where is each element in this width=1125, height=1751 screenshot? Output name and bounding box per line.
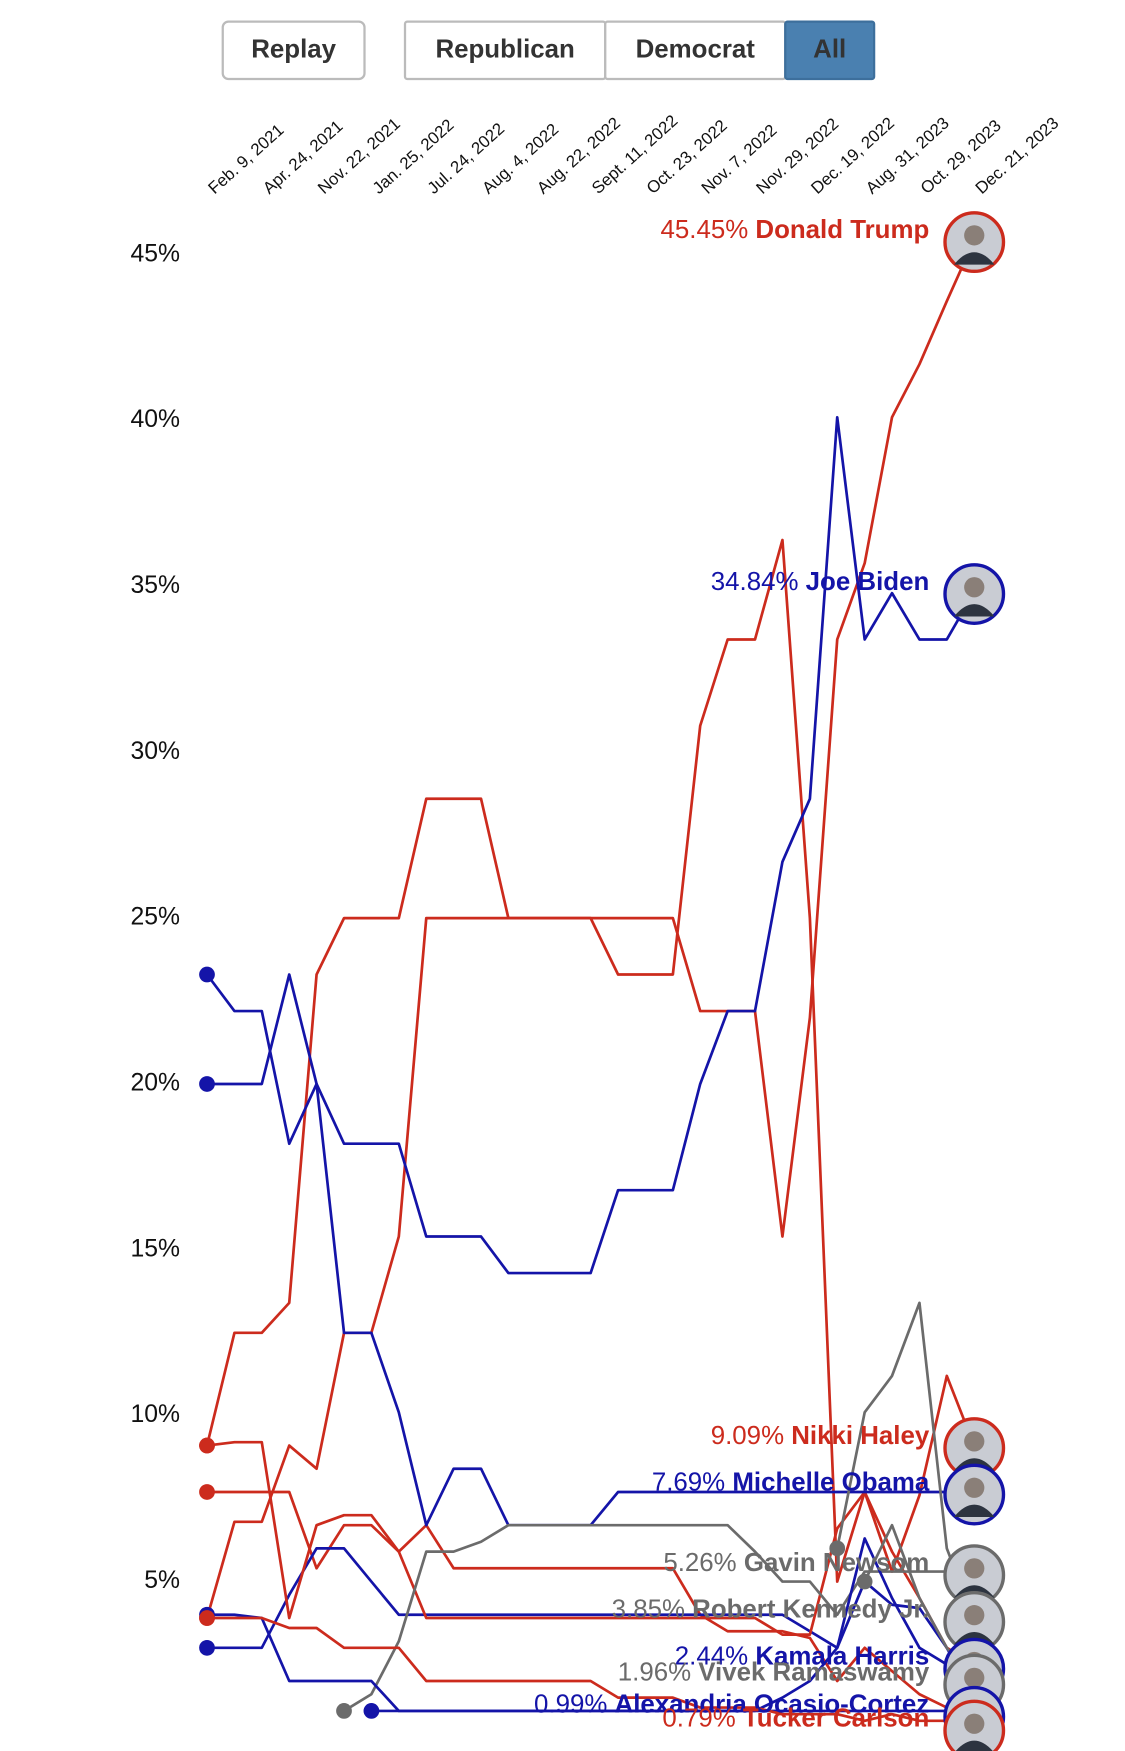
end-label: 5.26% Gavin Newsom	[663, 1549, 929, 1577]
end-label-name: Vivek Ramaswamy	[698, 1658, 930, 1686]
end-label-value: 34.84%	[711, 568, 799, 596]
avatar-head	[964, 1431, 985, 1452]
end-label-value: 1.96%	[618, 1658, 691, 1686]
end-label-name: Nikki Haley	[791, 1422, 930, 1450]
end-label-value: 2.44%	[675, 1642, 748, 1670]
start-dot	[336, 1703, 352, 1719]
filter-button[interactable]: All	[784, 20, 876, 81]
y-tick-label: 20%	[130, 1070, 180, 1097]
start-dot	[199, 1610, 215, 1626]
end-label-value: 3.85%	[612, 1596, 685, 1624]
avatar-body	[954, 252, 995, 265]
end-label: 34.84% Joe Biden	[711, 568, 929, 596]
series-line	[206, 1374, 976, 1636]
y-tick-label: 10%	[130, 1401, 180, 1428]
end-label: 9.09% Nikki Haley	[711, 1422, 930, 1450]
end-label: 2.44% Kamala Harris	[675, 1642, 929, 1670]
series-line	[205, 239, 976, 1446]
filter-button[interactable]: Republican	[403, 20, 607, 81]
filter-button[interactable]: Replay	[221, 20, 366, 81]
avatar-head	[964, 1558, 985, 1579]
end-label-value: 45.45%	[661, 216, 749, 244]
start-dot	[363, 1703, 380, 1719]
avatar-body	[954, 1504, 995, 1518]
end-label-name: Gavin Newsom	[744, 1549, 929, 1577]
button-label[interactable]: Replay	[251, 36, 336, 64]
end-label-name: Michelle Obama	[732, 1468, 930, 1496]
avatar	[943, 563, 1006, 625]
avatar-head	[964, 1477, 985, 1498]
end-label-value: 7.69%	[652, 1468, 725, 1496]
series-line	[205, 415, 976, 1275]
end-label-name: Robert Kennedy Jr.	[692, 1596, 929, 1624]
end-label-value: 9.09%	[711, 1422, 784, 1450]
y-tick-label: 35%	[130, 572, 180, 599]
avatar	[943, 1699, 1006, 1751]
series-line	[207, 1547, 976, 1699]
series-line	[207, 1616, 975, 1723]
start-dot	[199, 1484, 215, 1500]
end-label-name: Kamala Harris	[755, 1642, 929, 1670]
button-box[interactable]	[784, 20, 876, 81]
end-label: 7.69% Michelle Obama	[652, 1468, 930, 1496]
end-label: 45.45% Donald Trump	[661, 216, 930, 244]
y-tick-label: 15%	[130, 1235, 180, 1262]
avatar-body	[954, 604, 995, 617]
end-label-name: Tucker Carlson	[743, 1704, 929, 1732]
start-dot	[199, 1437, 215, 1454]
avatar-head	[964, 1605, 985, 1626]
end-label: 0.99% Alexandria Ocasio-Cortez	[534, 1690, 929, 1718]
button-label[interactable]: All	[813, 36, 846, 64]
end-label: 3.85% Robert Kennedy Jr.	[612, 1596, 930, 1624]
avatar	[943, 1417, 1006, 1480]
end-label-name: Donald Trump	[755, 216, 929, 244]
start-dot	[199, 1639, 215, 1656]
start-dot	[199, 1076, 215, 1092]
avatar	[943, 211, 1006, 274]
y-tick-label: 25%	[130, 904, 180, 931]
start-dot	[199, 966, 215, 983]
avatar-head	[964, 577, 985, 598]
start-dot	[856, 1573, 873, 1590]
series-line	[207, 1490, 975, 1709]
avatar-head	[964, 1713, 985, 1734]
filter-button[interactable]: Democrat	[604, 20, 787, 81]
end-label-value: 0.79%	[662, 1704, 735, 1732]
button-box[interactable]	[221, 20, 366, 81]
y-tick-label: 5%	[144, 1567, 180, 1594]
button-label[interactable]: Republican	[435, 36, 574, 64]
avatar	[943, 1463, 1006, 1526]
series-line	[371, 1709, 975, 1716]
avatar-head	[964, 225, 985, 246]
end-label: 0.79% Tucker Carlson	[662, 1704, 929, 1732]
end-label-name: Alexandria Ocasio-Cortez	[615, 1690, 930, 1718]
y-tick-label: 45%	[130, 240, 180, 267]
end-label-value: 5.26%	[663, 1549, 736, 1577]
y-tick-label: 40%	[130, 406, 180, 433]
y-tick-label: 30%	[130, 738, 180, 765]
end-label-value: 0.99%	[534, 1690, 607, 1718]
end-label-name: Joe Biden	[806, 568, 930, 596]
avatar-body	[955, 1740, 993, 1751]
start-dot	[829, 1540, 846, 1557]
end-label: 1.96% Vivek Ramaswamy	[618, 1658, 930, 1686]
avatar-head	[964, 1667, 985, 1688]
button-label[interactable]: Democrat	[636, 36, 756, 64]
